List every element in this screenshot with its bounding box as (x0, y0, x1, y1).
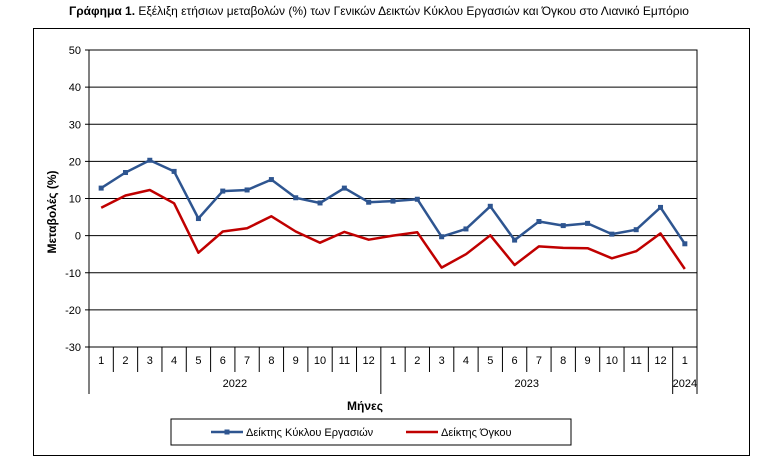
x-tick-label: 5 (195, 355, 201, 367)
x-tick-label: 9 (293, 355, 299, 367)
y-tick-label: -20 (65, 305, 81, 317)
data-point (463, 226, 469, 232)
x-tick-label: 1 (390, 355, 396, 367)
y-tick-label: 50 (69, 45, 81, 57)
x-tick-label: 6 (512, 355, 518, 367)
chart-frame (33, 28, 750, 456)
data-point (122, 170, 128, 176)
chart-title-text: Εξέλιξη ετήσιων μεταβολών (%) των Γενικώ… (135, 4, 689, 18)
legend-marker (224, 429, 230, 435)
y-tick-label: -30 (65, 342, 81, 354)
data-point (390, 198, 396, 204)
data-point (609, 231, 615, 237)
series-layer (98, 157, 688, 270)
x-tick-label: 1 (682, 355, 688, 367)
x-tick-label: 2 (122, 355, 128, 367)
grid-layer (85, 49, 698, 348)
data-point (98, 185, 104, 191)
data-point (560, 223, 566, 229)
data-point (341, 185, 347, 191)
x-tick-label: 7 (536, 355, 542, 367)
data-point (171, 168, 177, 174)
data-point (195, 216, 201, 222)
x-tick-label: 12 (654, 355, 666, 367)
chart-title: Γράφημα 1. Εξέλιξη ετήσιων μεταβολών (%)… (0, 4, 758, 18)
data-point (244, 187, 250, 193)
x-tick-label: 12 (363, 355, 375, 367)
data-point (317, 200, 323, 206)
y-tick-label: 0 (75, 231, 81, 243)
x-tick-label: 11 (630, 355, 641, 367)
data-point (439, 234, 445, 240)
x-tick-label: 6 (220, 355, 226, 367)
y-axis-title: Μεταβολές (%) (45, 170, 59, 253)
y-tick-labels: -30 -20 -10 0 10 20 30 40 50 (65, 45, 81, 354)
legend: Δείκτης Κύκλου Εργασιών Δείκτης Όγκου (170, 418, 572, 446)
y-tick-label: 10 (69, 194, 81, 206)
data-point (585, 220, 591, 226)
data-point (147, 157, 153, 163)
x-tick-label: 8 (268, 355, 274, 367)
x-tick-label: 5 (487, 355, 493, 367)
x-tick-label: 1 (98, 355, 104, 367)
x-tick-label: 8 (560, 355, 566, 367)
y-tick-label: 40 (69, 82, 81, 94)
series-line-2 (100, 188, 686, 270)
data-point (658, 204, 664, 210)
year-label: 2022 (223, 378, 247, 390)
data-point (220, 188, 226, 194)
x-tick-label: 4 (463, 355, 469, 367)
y-tick-label: -10 (65, 268, 81, 280)
x-axis-title: Μήνες (347, 399, 383, 413)
data-point (633, 227, 639, 233)
data-point (682, 241, 688, 247)
legend-label-1: Δείκτης Κύκλου Εργασιών (246, 427, 374, 439)
x-tick-label: 11 (339, 355, 350, 367)
year-label: 2024 (673, 378, 697, 390)
data-point (366, 199, 372, 205)
x-tick-label: 9 (584, 355, 590, 367)
x-tick-label: 3 (439, 355, 445, 367)
y-tick-label: 30 (69, 119, 81, 131)
x-tick-label: 3 (147, 355, 153, 367)
data-point (512, 237, 518, 243)
year-label: 2023 (515, 378, 539, 390)
y-tick-label: 20 (69, 156, 81, 168)
x-tick-label: 10 (606, 355, 618, 367)
data-point (487, 203, 493, 209)
x-tick-label: 2 (414, 355, 420, 367)
data-point (268, 177, 274, 183)
legend-label-2: Δείκτης Όγκου (441, 427, 512, 439)
data-point (293, 195, 299, 201)
x-tick-label: 10 (314, 355, 326, 367)
data-point (414, 196, 420, 202)
x-tick-label: 7 (244, 355, 250, 367)
x-tick-label: 4 (171, 355, 177, 367)
chart-title-prefix: Γράφημα 1. (69, 4, 136, 18)
data-point (536, 219, 542, 225)
